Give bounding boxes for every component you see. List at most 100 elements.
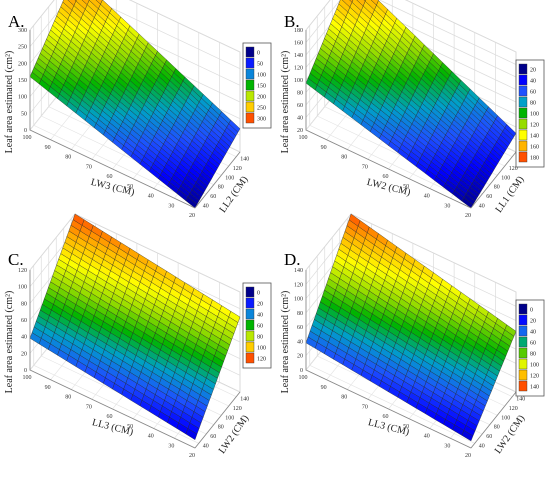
legend-swatch: [518, 325, 528, 337]
legend-label: 200: [257, 95, 266, 101]
floor-gridline: [309, 125, 475, 204]
z-tick-label: 20: [297, 354, 303, 360]
legend-swatch: [245, 341, 255, 353]
legend-swatch: [518, 129, 528, 141]
x-axis-title: LW2 (CM): [366, 177, 412, 198]
panel-label: A.: [8, 12, 25, 31]
z-tick-label: 80: [297, 91, 303, 97]
y-tick-label: 80: [494, 185, 500, 191]
y-tick-label: 40: [203, 203, 209, 209]
x-tick-label: 70: [86, 404, 92, 410]
floor-gridline: [309, 365, 475, 444]
z-tick-label: 0: [24, 128, 27, 134]
x-axis-title: LL3 (CM): [367, 417, 410, 438]
legend-swatch: [518, 63, 528, 75]
z-tick-label: 20: [297, 128, 303, 134]
x-tick-label: 20: [189, 213, 195, 219]
x-axis-line: [305, 129, 472, 209]
z-tick-label: 180: [294, 28, 303, 34]
panel-label: D.: [284, 250, 301, 269]
panel-label: C.: [8, 250, 24, 269]
surface: [305, 213, 517, 442]
legend-swatch: [518, 96, 528, 108]
chart-panel-b: 1009080706050403020406080100120140204060…: [280, 0, 545, 219]
legend-label: 300: [257, 117, 266, 123]
z-tick-label: 100: [294, 297, 303, 303]
x-tick-label: 60: [383, 414, 389, 420]
y-tick-label: 120: [509, 406, 518, 412]
x-axis-line: [305, 369, 472, 449]
legend-swatch: [518, 314, 528, 326]
z-tick-label: 80: [21, 301, 27, 307]
z-tick-label: 120: [294, 282, 303, 288]
z-axis-title: Leaf area estimated (cm²): [4, 291, 15, 394]
legend-label: 40: [530, 330, 536, 336]
y-tick-label: 120: [233, 406, 242, 412]
legend-swatch: [518, 303, 528, 315]
x-axis-line: [29, 369, 196, 449]
x-tick-label: 100: [23, 135, 32, 141]
z-tick-label: 140: [294, 268, 303, 274]
legend-label: 20: [530, 319, 536, 325]
legend-label: 20: [530, 68, 536, 74]
legend-label: 120: [530, 123, 539, 129]
x-tick-label: 80: [65, 395, 71, 401]
legend-swatch: [245, 90, 255, 102]
legend-swatch: [245, 68, 255, 80]
y-tick-label: 140: [240, 397, 249, 403]
legend-label: 0: [257, 291, 260, 297]
legend-swatch: [518, 347, 528, 359]
x-axis-title: LW3 (CM): [90, 177, 136, 198]
z-axis-title: Leaf area estimated (cm²): [280, 291, 291, 394]
y-tick-label: 100: [225, 415, 234, 421]
x-tick-label: 100: [23, 375, 32, 381]
x-tick-label: 40: [148, 194, 154, 200]
legend-swatch: [518, 369, 528, 381]
x-tick-label: 20: [189, 453, 195, 459]
legend-label: 140: [530, 385, 539, 391]
z-tick-label: 20: [21, 351, 27, 357]
x-tick-label: 60: [383, 174, 389, 180]
chart-panel-c: 1009080706050403020406080100120140020406…: [4, 212, 272, 459]
legend-swatch: [245, 297, 255, 309]
legend-label: 40: [257, 313, 263, 319]
legend-label: 60: [530, 341, 536, 347]
chart-panel-a: 1009080706050403020406080100120140050100…: [4, 0, 272, 219]
x-tick-label: 100: [299, 135, 308, 141]
z-tick-label: 150: [18, 78, 27, 84]
legend-swatch: [518, 85, 528, 97]
chart-panel-d: 1009080706050403020406080100120140020406…: [280, 212, 545, 459]
legend-label: 180: [530, 156, 539, 162]
z-tick-label: 120: [18, 268, 27, 274]
z-gridline: [29, 0, 241, 69]
z-tick-label: 300: [18, 28, 27, 34]
legend-swatch: [245, 101, 255, 113]
y-tick-label: 120: [509, 166, 518, 172]
panel-label: B.: [284, 12, 300, 31]
legend-label: 100: [257, 346, 266, 352]
z-tick-label: 80: [297, 311, 303, 317]
x-axis-title: LL3 (CM): [91, 417, 134, 438]
x-tick-label: 60: [107, 414, 113, 420]
x-tick-label: 20: [465, 213, 471, 219]
x-tick-label: 70: [362, 404, 368, 410]
x-tick-label: 80: [341, 155, 347, 161]
legend-label: 140: [530, 134, 539, 140]
legend-label: 100: [530, 363, 539, 369]
x-tick-label: 80: [65, 155, 71, 161]
z-tick-label: 60: [21, 318, 27, 324]
y-axis-line: [194, 391, 241, 449]
legend-swatch: [245, 308, 255, 320]
x-tick-label: 80: [341, 395, 347, 401]
legend-label: 40: [530, 79, 536, 85]
y-tick-label: 80: [218, 185, 224, 191]
y-tick-label: 100: [501, 175, 510, 181]
legend-label: 20: [257, 302, 263, 308]
legend-label: 120: [257, 357, 266, 363]
legend-swatch: [245, 319, 255, 331]
legend-swatch: [518, 74, 528, 86]
x-tick-label: 90: [321, 145, 327, 151]
y-tick-label: 60: [210, 194, 216, 200]
z-tick-label: 40: [297, 116, 303, 122]
legend-swatch: [518, 140, 528, 152]
